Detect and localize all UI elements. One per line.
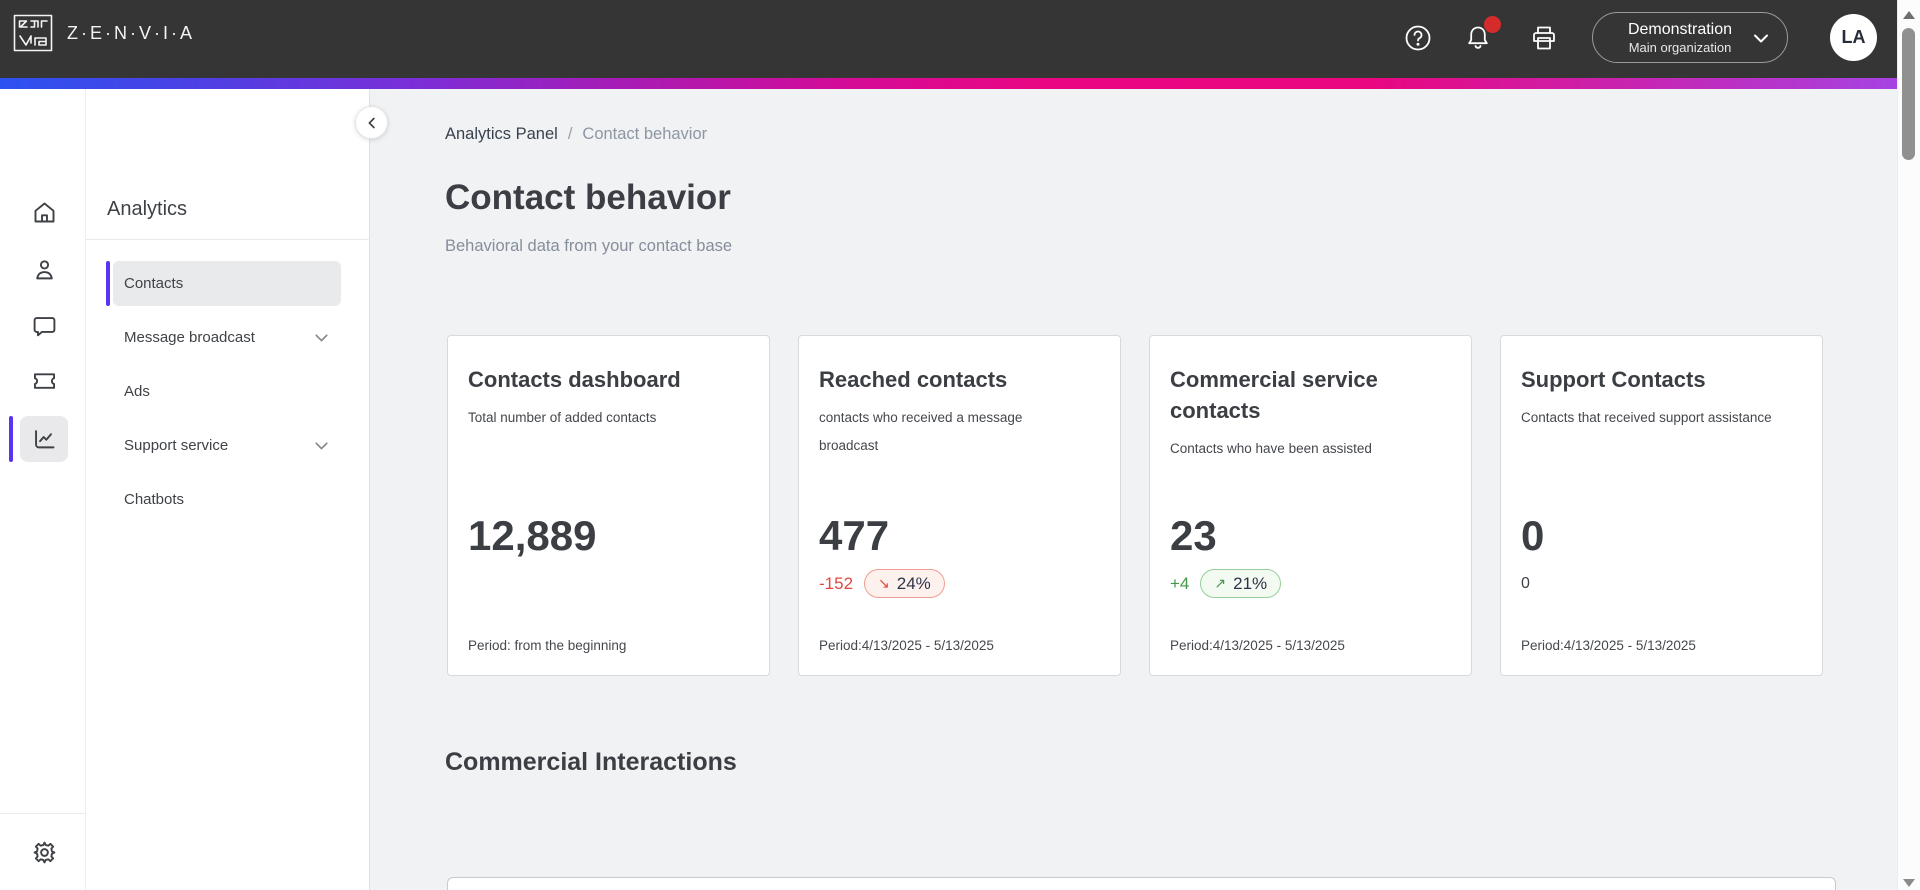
card-value: 12,889 — [468, 512, 597, 559]
page-title: Contact behavior — [445, 178, 731, 217]
rail-item-analytics[interactable] — [20, 416, 68, 462]
card-commercial-service-contacts: Commercial service contacts Contacts who… — [1149, 335, 1472, 676]
gear-icon — [33, 841, 55, 863]
sidebar-divider — [86, 239, 370, 240]
sidebar-item-label: Chatbots — [124, 491, 185, 508]
avatar[interactable]: LA — [1830, 14, 1877, 61]
card-title: Support Contacts — [1521, 367, 1706, 392]
notifications-bell-icon[interactable] — [1463, 16, 1501, 53]
card-description: Total number of added contacts — [468, 410, 657, 425]
ticket-icon — [33, 372, 55, 389]
breadcrumb-separator: / — [567, 125, 573, 143]
trend-down-arrow-icon: ↘ — [878, 575, 890, 591]
home-icon — [34, 202, 54, 222]
avatar-initials: LA — [1841, 27, 1866, 47]
icon-rail — [0, 89, 86, 890]
breadcrumb-current: Contact behavior — [582, 125, 708, 143]
breadcrumb-analytics-panel[interactable]: Analytics Panel — [445, 125, 558, 143]
sidebar-item-label: Message broadcast — [124, 329, 255, 346]
card-contacts-dashboard: Contacts dashboard Total number of added… — [447, 335, 770, 676]
sidebar-item-message-broadcast[interactable]: Message broadcast — [113, 315, 341, 360]
scroll-up-arrow[interactable] — [1903, 11, 1915, 19]
sidebar-item-chatbots[interactable]: Chatbots — [113, 477, 341, 522]
trend-up-arrow-icon: ↗ — [1214, 575, 1227, 591]
card-value: 23 — [1170, 512, 1217, 559]
rail-active-indicator — [9, 416, 13, 462]
delta-value: -152 — [819, 573, 854, 593]
rail-item-contacts[interactable] — [20, 247, 68, 293]
card-support-contacts: Support Contacts Contacts that received … — [1500, 335, 1823, 676]
sidebar-title: Analytics — [107, 198, 188, 220]
organization-switcher[interactable]: Demonstration Main organization — [1592, 12, 1788, 63]
commercial-interactions-panel — [447, 877, 1836, 890]
delta-value: 0 — [1521, 574, 1530, 592]
trend-badge: ↗ 21% — [1200, 569, 1282, 598]
card-delta-row: 0 — [1521, 569, 1530, 598]
vertical-scrollbar[interactable] — [1897, 0, 1920, 890]
breadcrumb: Analytics Panel / Contact behavior — [445, 125, 707, 144]
sidebar-item-contacts[interactable]: Contacts — [106, 261, 341, 306]
card-period: Period: from the beginning — [468, 638, 627, 653]
rail-divider — [0, 813, 86, 814]
card-description: Contacts that received support assistanc… — [1521, 410, 1772, 425]
card-description: Contacts who have been assisted — [1170, 441, 1372, 456]
analytics-sidebar: Analytics Contacts Message broadcast Ads… — [86, 89, 370, 890]
rail-item-settings[interactable] — [20, 829, 68, 875]
sidebar-item-label: Ads — [124, 383, 150, 400]
card-title: Commercial service contacts — [1170, 367, 1378, 423]
card-title: Contacts dashboard — [468, 367, 681, 392]
selected-indicator — [106, 261, 110, 306]
chevron-down-icon — [1754, 34, 1768, 42]
sidebar-item-ads[interactable]: Ads — [113, 369, 341, 414]
printer-icon[interactable] — [1529, 23, 1559, 53]
card-delta-row: +4 ↗ 21% — [1170, 569, 1282, 598]
chevron-down-icon — [315, 334, 328, 342]
chevron-down-icon — [315, 442, 328, 450]
card-period: Period:4/13/2025 - 5/13/2025 — [1170, 638, 1345, 653]
card-period: Period:4/13/2025 - 5/13/2025 — [819, 638, 994, 653]
organization-name: Demonstration — [1627, 20, 1733, 38]
chevron-left-icon — [368, 117, 375, 128]
card-value: 0 — [1521, 512, 1545, 559]
trend-badge: ↘ 24% — [864, 569, 945, 598]
rail-item-tickets[interactable] — [20, 357, 68, 403]
card-period: Period:4/13/2025 - 5/13/2025 — [1521, 638, 1696, 653]
person-icon — [35, 259, 53, 279]
rail-item-home[interactable] — [20, 189, 68, 235]
scroll-down-arrow[interactable] — [1903, 879, 1915, 887]
card-title: Reached contacts — [819, 367, 1008, 392]
organization-subtitle: Main organization — [1628, 39, 1732, 55]
sidebar-item-label: Contacts — [124, 275, 184, 292]
main-content: Analytics Panel / Contact behavior Conta… — [371, 89, 1897, 890]
organization-text: Demonstration Main organization — [1615, 20, 1745, 56]
zenvia-logo-icon — [13, 14, 53, 52]
line-chart-icon — [34, 429, 54, 448]
card-delta-row: -152 ↘ 24% — [819, 569, 945, 598]
kpi-cards-row: Contacts dashboard Total number of added… — [447, 335, 1823, 676]
sidebar-collapse-button[interactable] — [355, 106, 388, 139]
card-value: 477 — [819, 512, 890, 559]
trend-percent: 24% — [896, 573, 931, 593]
trend-percent: 21% — [1233, 573, 1268, 593]
notification-badge-dot — [1484, 16, 1501, 33]
chat-bubble-icon — [33, 316, 55, 336]
section-heading-commercial-interactions: Commercial Interactions — [445, 748, 737, 776]
sidebar-item-label: Support service — [124, 437, 229, 454]
delta-value: +4 — [1170, 573, 1190, 593]
sidebar-item-support-service[interactable]: Support service — [113, 423, 341, 468]
card-reached-contacts: Reached contacts contacts who received a… — [798, 335, 1121, 676]
help-icon[interactable] — [1403, 23, 1433, 53]
brand-gradient-strip — [0, 78, 1897, 89]
scrollbar-thumb[interactable] — [1902, 28, 1915, 160]
card-description: contacts who received a message broadcas… — [819, 410, 1023, 453]
zenvia-brand[interactable]: Z·E·N·V·I·A — [13, 14, 195, 52]
zenvia-wordmark: Z·E·N·V·I·A — [67, 22, 195, 43]
page-subtitle: Behavioral data from your contact base — [445, 237, 733, 255]
topbar: Z·E·N·V·I·A Demonstrat — [0, 0, 1897, 78]
rail-item-conversations[interactable] — [20, 303, 68, 349]
